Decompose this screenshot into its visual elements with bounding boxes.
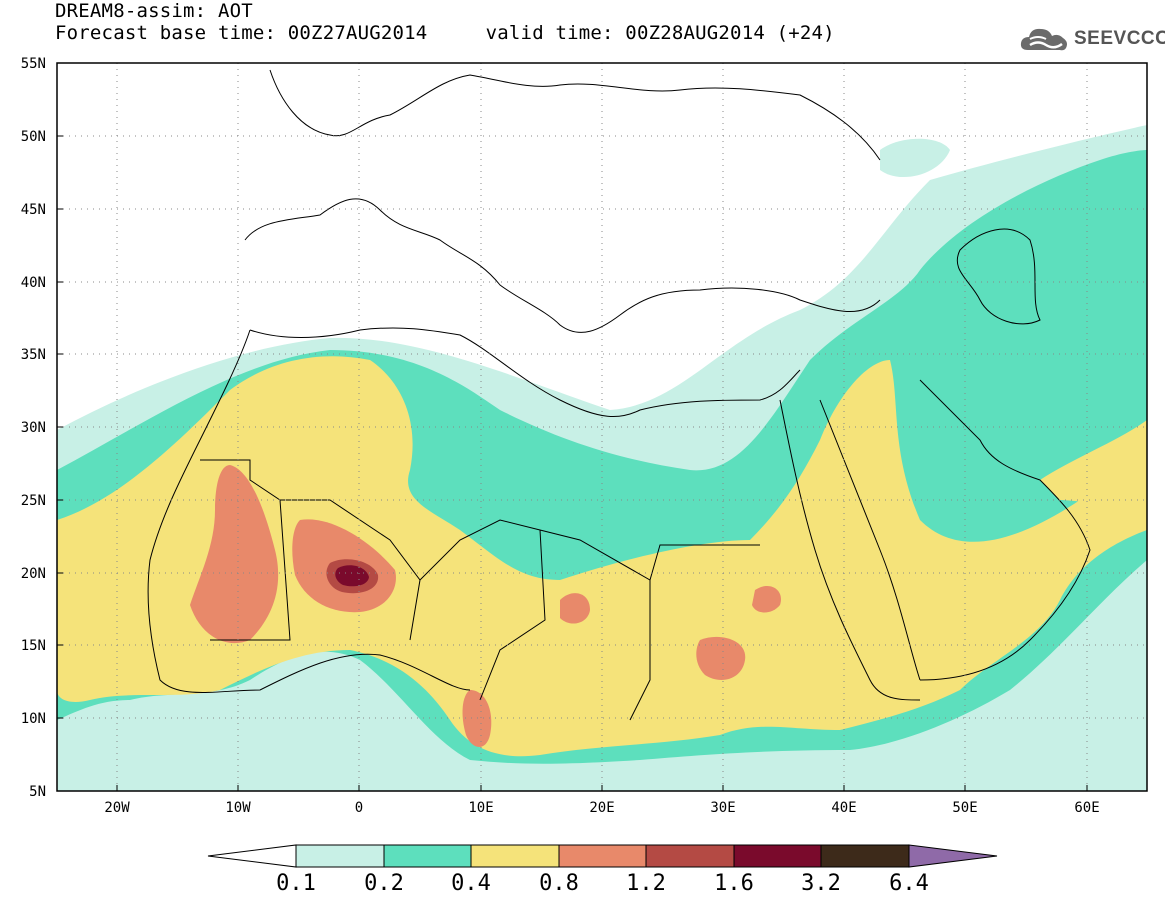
seevccc-logo: SEEVCCC bbox=[1018, 22, 1165, 56]
lat-labels: 55N 50N 45N 40N 35N 30N 25N 20N 15N 10N … bbox=[21, 56, 46, 800]
lat-label: 55N bbox=[21, 56, 46, 72]
aot-band-0.8-1.2-a bbox=[190, 465, 279, 644]
colorbar-box bbox=[295, 844, 385, 868]
aot-band-0.4-0.8 bbox=[57, 356, 1147, 757]
lat-label: 15N bbox=[21, 638, 46, 654]
tick-marks bbox=[57, 62, 1088, 791]
colorbar-box bbox=[470, 844, 560, 868]
lat-label: 5N bbox=[29, 784, 46, 800]
europe-coast bbox=[244, 69, 881, 333]
caspian-coast bbox=[956, 228, 1041, 325]
colorbar-labels: 0.1 0.2 0.4 0.8 1.2 1.6 3.2 6.4 bbox=[276, 871, 929, 896]
lon-label: 30E bbox=[710, 800, 735, 816]
lon-label: 10E bbox=[468, 800, 493, 816]
lon-label: 20E bbox=[589, 800, 614, 816]
aot-band-0.8-1.2-c bbox=[560, 593, 590, 624]
lon-label: 0 bbox=[355, 800, 363, 816]
colorbar-box bbox=[383, 844, 472, 868]
cloud-icon bbox=[1020, 28, 1067, 51]
lat-label: 30N bbox=[21, 420, 46, 436]
aot-band-0.8-1.2-d bbox=[752, 585, 781, 613]
lon-label: 10W bbox=[225, 800, 251, 816]
colorbar-label: 0.8 bbox=[539, 871, 579, 896]
aot-field bbox=[57, 125, 1147, 791]
colorbar-label: 0.4 bbox=[451, 871, 491, 896]
colorbar-label: 1.6 bbox=[714, 871, 754, 896]
colorbar-box bbox=[558, 844, 647, 868]
lon-label: 20W bbox=[104, 800, 130, 816]
title-line-2: Forecast base time: 00Z27AUG2014 valid t… bbox=[55, 22, 835, 44]
lat-label: 10N bbox=[21, 711, 46, 727]
colorbar-label: 3.2 bbox=[801, 871, 841, 896]
aot-band-0.4-0.8-b bbox=[1040, 420, 1147, 505]
colorbar-high-triangle bbox=[908, 844, 998, 868]
graticule bbox=[57, 63, 1147, 791]
coastlines bbox=[147, 69, 1091, 721]
colorbar-box bbox=[820, 844, 910, 868]
aot-band-1.6-3.2 bbox=[335, 565, 369, 587]
lon-label: 40E bbox=[831, 800, 856, 816]
lat-label: 40N bbox=[21, 275, 46, 291]
lat-label: 20N bbox=[21, 566, 46, 582]
colorbar bbox=[207, 844, 998, 868]
red-sea-coast bbox=[779, 399, 921, 701]
colorbar-label: 6.4 bbox=[889, 871, 929, 896]
africa-west-coast bbox=[147, 329, 471, 693]
lat-label: 45N bbox=[21, 202, 46, 218]
lat-label: 50N bbox=[21, 129, 46, 145]
colorbar-label: 1.2 bbox=[626, 871, 666, 896]
lat-label: 25N bbox=[21, 493, 46, 509]
colorbar-box bbox=[733, 844, 822, 868]
arabia-coast bbox=[919, 379, 1091, 681]
logo-text: SEEVCCC bbox=[1074, 28, 1165, 49]
colorbar-box bbox=[645, 844, 735, 868]
aot-band-0.8-1.2-f bbox=[462, 690, 492, 748]
lon-label: 60E bbox=[1074, 800, 1099, 816]
colorbar-label: 0.1 bbox=[276, 871, 316, 896]
africa-borders bbox=[200, 459, 760, 721]
aot-band-0.8-1.2-e bbox=[696, 636, 746, 680]
colorbar-label: 0.2 bbox=[364, 871, 404, 896]
title-line-1: DREAM8-assim: AOT bbox=[55, 0, 253, 22]
north-africa-coast bbox=[249, 327, 801, 418]
lat-label: 35N bbox=[21, 347, 46, 363]
lon-labels: 20W 10W 0 10E 20E 30E 40E 50E 60E bbox=[104, 800, 1099, 816]
lon-label: 50E bbox=[952, 800, 977, 816]
aot-band-0.1-0.2-b bbox=[880, 138, 950, 178]
colorbar-low-triangle bbox=[207, 844, 297, 868]
